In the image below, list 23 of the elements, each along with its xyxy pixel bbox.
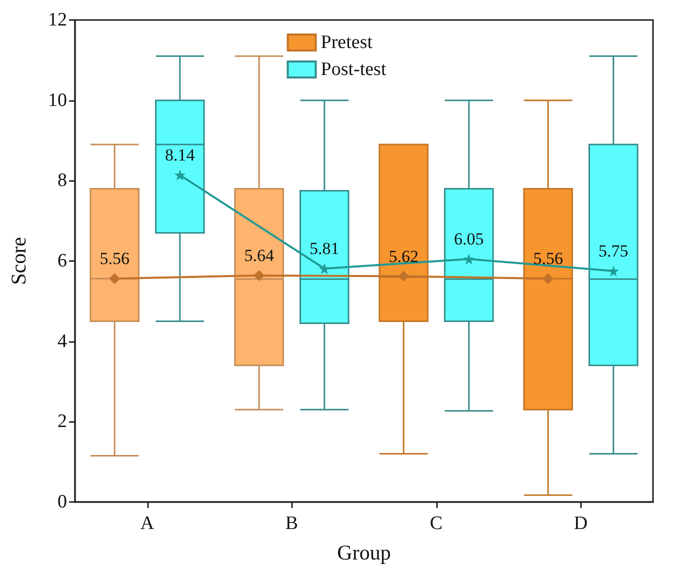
data-label: 8.14 (165, 146, 196, 165)
y-tick-label: 2 (58, 411, 67, 432)
legend-label: Post-test (320, 59, 387, 80)
y-tick-label: 12 (48, 10, 67, 30)
data-label: 5.81 (310, 239, 340, 258)
x-axis-title: Group (337, 540, 391, 564)
y-tick-label: 10 (48, 90, 67, 111)
x-tick-label: D (574, 513, 588, 534)
y-tick-label: 6 (58, 250, 67, 272)
y-axis-title: Score (6, 237, 30, 285)
data-label: 5.56 (533, 249, 563, 268)
y-tick-label: 8 (58, 170, 67, 192)
data-label: 5.56 (100, 249, 130, 268)
legend-label: Pretest (320, 32, 374, 53)
data-label: 5.75 (598, 242, 628, 261)
x-tick-label: A (140, 513, 154, 534)
x-tick-label: B (285, 513, 298, 534)
y-tick-label: 0 (58, 492, 67, 512)
y-tick-label: 4 (58, 330, 68, 352)
data-label: 5.62 (388, 246, 418, 266)
data-label: 6.05 (454, 229, 484, 248)
x-tick-label: C (430, 513, 443, 534)
data-label: 5.64 (244, 246, 274, 265)
